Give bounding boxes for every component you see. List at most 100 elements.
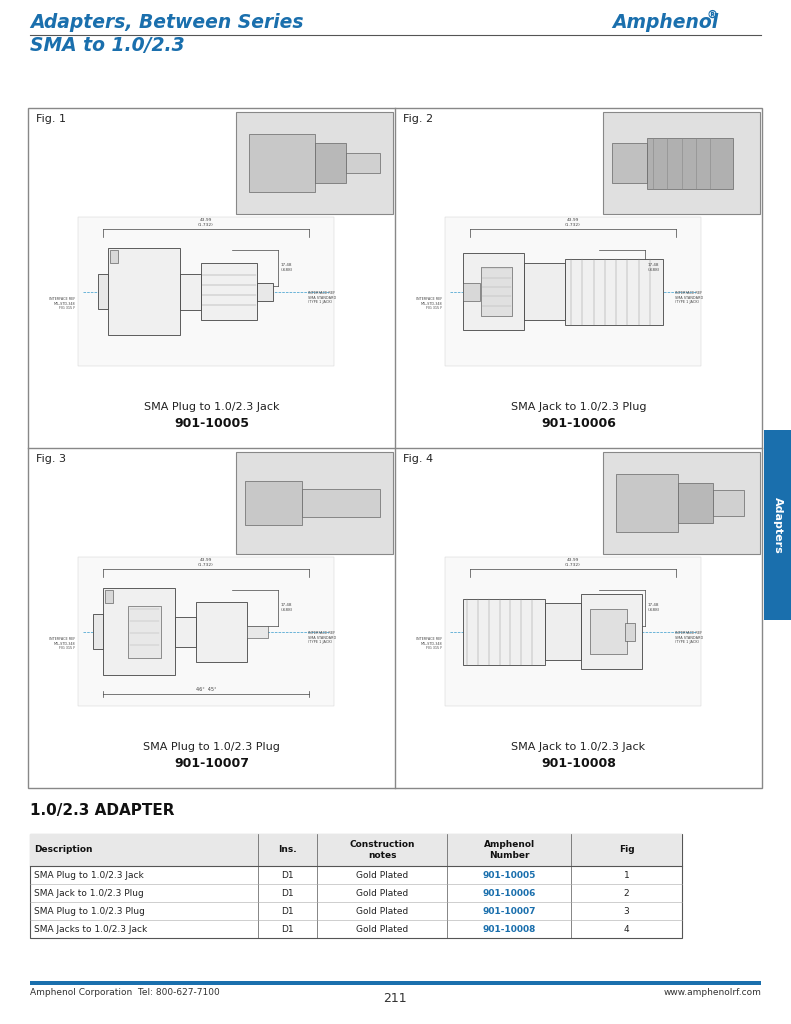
Bar <box>248 134 315 191</box>
Bar <box>647 137 733 188</box>
Text: 901-10007: 901-10007 <box>174 757 249 770</box>
Text: Gold Plated: Gold Plated <box>356 925 408 934</box>
Bar <box>679 482 713 523</box>
Text: INTERFACE REF
SMA STANDARD
(TYPE 1 JACK): INTERFACE REF SMA STANDARD (TYPE 1 JACK) <box>308 631 336 644</box>
Bar <box>463 599 545 665</box>
Bar <box>236 112 393 214</box>
Text: Gold Plated: Gold Plated <box>356 889 408 897</box>
Bar <box>612 142 647 183</box>
Bar <box>445 217 702 367</box>
Text: 43.99
(1.732): 43.99 (1.732) <box>198 558 214 566</box>
Text: 43.99
(1.732): 43.99 (1.732) <box>198 218 214 226</box>
Bar <box>30 834 682 938</box>
Bar <box>481 266 512 316</box>
Bar <box>764 430 791 620</box>
Text: 1.0/2.3 ADAPTER: 1.0/2.3 ADAPTER <box>30 803 175 818</box>
Text: 901-10008: 901-10008 <box>483 925 536 934</box>
Text: 901-10007: 901-10007 <box>483 906 536 915</box>
Text: Description: Description <box>34 846 93 854</box>
Text: 211: 211 <box>383 992 407 1005</box>
Text: 4: 4 <box>624 925 630 934</box>
Bar <box>236 452 393 554</box>
Text: SMA Plug to 1.0/2.3 Plug: SMA Plug to 1.0/2.3 Plug <box>34 906 145 915</box>
Text: Construction
notes: Construction notes <box>350 841 414 860</box>
Bar <box>625 623 635 641</box>
Bar <box>245 480 302 525</box>
Text: 901-10005: 901-10005 <box>483 870 536 880</box>
Bar <box>111 250 118 263</box>
Bar <box>30 834 682 866</box>
Bar <box>545 603 581 660</box>
Text: D1: D1 <box>282 870 293 880</box>
Text: D1: D1 <box>282 889 293 897</box>
Text: Amphenol: Amphenol <box>612 13 718 32</box>
Text: Adapters, Between Series: Adapters, Between Series <box>30 13 304 32</box>
Text: 17.48
(.688): 17.48 (.688) <box>648 603 660 612</box>
Text: 46°  45°: 46° 45° <box>195 687 216 692</box>
Bar <box>98 274 108 309</box>
Text: Amphenol
Number: Amphenol Number <box>483 841 535 860</box>
Text: SMA Jack to 1.0/2.3 Plug: SMA Jack to 1.0/2.3 Plug <box>511 402 646 412</box>
Bar <box>713 489 744 516</box>
Text: 2: 2 <box>624 889 630 897</box>
Text: D1: D1 <box>282 925 293 934</box>
Text: Amphenol Corporation  Tel: 800-627-7100: Amphenol Corporation Tel: 800-627-7100 <box>30 988 220 997</box>
Bar <box>78 557 335 707</box>
Text: Gold Plated: Gold Plated <box>356 906 408 915</box>
Bar <box>247 626 267 638</box>
Text: Fig: Fig <box>619 846 634 854</box>
Text: 43.99
(1.732): 43.99 (1.732) <box>565 558 581 566</box>
Text: D1: D1 <box>282 906 293 915</box>
Text: 17.48
(.688): 17.48 (.688) <box>648 263 660 272</box>
Text: Gold Plated: Gold Plated <box>356 870 408 880</box>
Text: 901-10006: 901-10006 <box>541 417 616 430</box>
Bar <box>175 616 195 646</box>
Bar <box>463 283 480 301</box>
Bar <box>302 488 380 517</box>
Text: SMA Plug to 1.0/2.3 Jack: SMA Plug to 1.0/2.3 Jack <box>144 402 279 412</box>
Text: Adapters: Adapters <box>773 497 782 553</box>
Bar <box>257 283 273 301</box>
Text: 17.48
(.688): 17.48 (.688) <box>281 603 293 612</box>
Text: www.amphenolrf.com: www.amphenolrf.com <box>663 988 761 997</box>
Text: Fig. 4: Fig. 4 <box>403 454 433 464</box>
Bar <box>28 108 762 788</box>
Text: SMA Jacks to 1.0/2.3 Jack: SMA Jacks to 1.0/2.3 Jack <box>34 925 147 934</box>
Bar <box>104 588 175 675</box>
Text: Fig. 1: Fig. 1 <box>36 114 66 124</box>
Text: SMA Jack to 1.0/2.3 Jack: SMA Jack to 1.0/2.3 Jack <box>512 742 645 752</box>
Bar <box>603 112 760 214</box>
Bar <box>180 273 201 309</box>
Bar <box>581 594 642 669</box>
Bar <box>463 253 524 331</box>
Bar <box>445 557 702 707</box>
Text: INTERFACE REF
SMA STANDARD
(TYPE 1 JACK): INTERFACE REF SMA STANDARD (TYPE 1 JACK) <box>675 631 703 644</box>
Text: INTERFACE REF
MIL-STD-348
FIG 315 F: INTERFACE REF MIL-STD-348 FIG 315 F <box>416 637 442 650</box>
Bar <box>93 614 104 649</box>
Text: 901-10005: 901-10005 <box>174 417 249 430</box>
Text: ®: ® <box>706 10 717 20</box>
Bar <box>105 590 113 603</box>
Text: SMA Jack to 1.0/2.3 Plug: SMA Jack to 1.0/2.3 Plug <box>34 889 144 897</box>
Text: INTERFACE REF
MIL-STD-348
FIG 315 F: INTERFACE REF MIL-STD-348 FIG 315 F <box>416 297 442 310</box>
Bar <box>315 142 346 183</box>
Bar <box>128 605 161 657</box>
Text: INTERFACE REF
SMA STANDARD
(TYPE 1 JACK): INTERFACE REF SMA STANDARD (TYPE 1 JACK) <box>675 291 703 304</box>
Text: 17.48
(.688): 17.48 (.688) <box>281 263 293 272</box>
Text: Ins.: Ins. <box>278 846 297 854</box>
Bar <box>78 217 335 367</box>
Text: 43.99
(1.732): 43.99 (1.732) <box>565 218 581 226</box>
Bar <box>603 452 760 554</box>
Text: INTERFACE REF
SMA STANDARD
(TYPE 1 JACK): INTERFACE REF SMA STANDARD (TYPE 1 JACK) <box>308 291 336 304</box>
Text: SMA Plug to 1.0/2.3 Plug: SMA Plug to 1.0/2.3 Plug <box>143 742 280 752</box>
Text: 901-10006: 901-10006 <box>483 889 536 897</box>
Bar <box>30 981 761 985</box>
Bar <box>566 259 663 325</box>
Bar <box>195 602 247 662</box>
Bar <box>201 263 257 321</box>
Text: INTERFACE REF
MIL-STD-348
FIG 315 F: INTERFACE REF MIL-STD-348 FIG 315 F <box>49 297 76 310</box>
Bar <box>108 248 180 335</box>
Text: INTERFACE REF
MIL-STD-348
FIG 315 F: INTERFACE REF MIL-STD-348 FIG 315 F <box>49 637 76 650</box>
Text: 1: 1 <box>624 870 630 880</box>
Bar <box>590 609 627 654</box>
